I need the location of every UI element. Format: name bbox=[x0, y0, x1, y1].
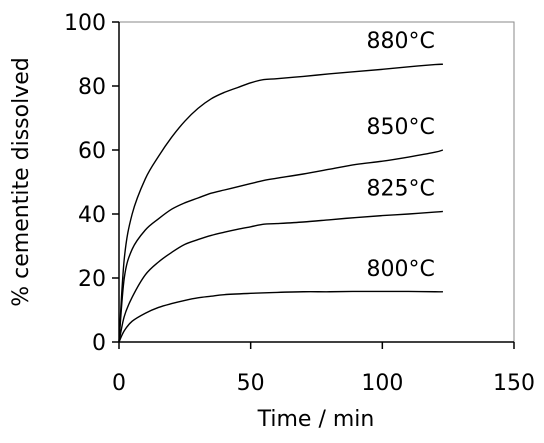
series-label: 880°C bbox=[367, 29, 435, 54]
series-label: 800°C bbox=[367, 257, 435, 282]
x-ticks: 0 50 100 150 bbox=[112, 342, 535, 396]
y-tick-label: 20 bbox=[78, 267, 106, 292]
y-axis-label: % cementite dissolved bbox=[9, 57, 34, 306]
x-axis-label: Time / min bbox=[257, 407, 375, 432]
series-lines bbox=[118, 63, 444, 343]
series-line bbox=[118, 63, 443, 343]
series-label: 850°C bbox=[367, 115, 435, 140]
y-tick-label: 100 bbox=[64, 11, 106, 36]
series-line bbox=[118, 210, 443, 343]
y-tick-label: 40 bbox=[78, 203, 106, 228]
series-line bbox=[118, 290, 443, 343]
x-tick-label: 150 bbox=[493, 371, 535, 396]
x-tick-label: 0 bbox=[112, 371, 126, 396]
y-tick-label: 60 bbox=[78, 139, 106, 164]
series-labels: 880°C 850°C 825°C 800°C bbox=[367, 29, 435, 282]
plot-area bbox=[118, 21, 515, 343]
y-tick-label: 80 bbox=[78, 75, 106, 100]
series-label: 825°C bbox=[367, 176, 435, 201]
x-tick-label: 100 bbox=[361, 371, 403, 396]
y-tick-label: 0 bbox=[92, 331, 106, 356]
series-line bbox=[118, 149, 444, 343]
y-ticks: 0 20 40 60 80 100 bbox=[64, 11, 119, 356]
x-tick-label: 50 bbox=[237, 371, 265, 396]
